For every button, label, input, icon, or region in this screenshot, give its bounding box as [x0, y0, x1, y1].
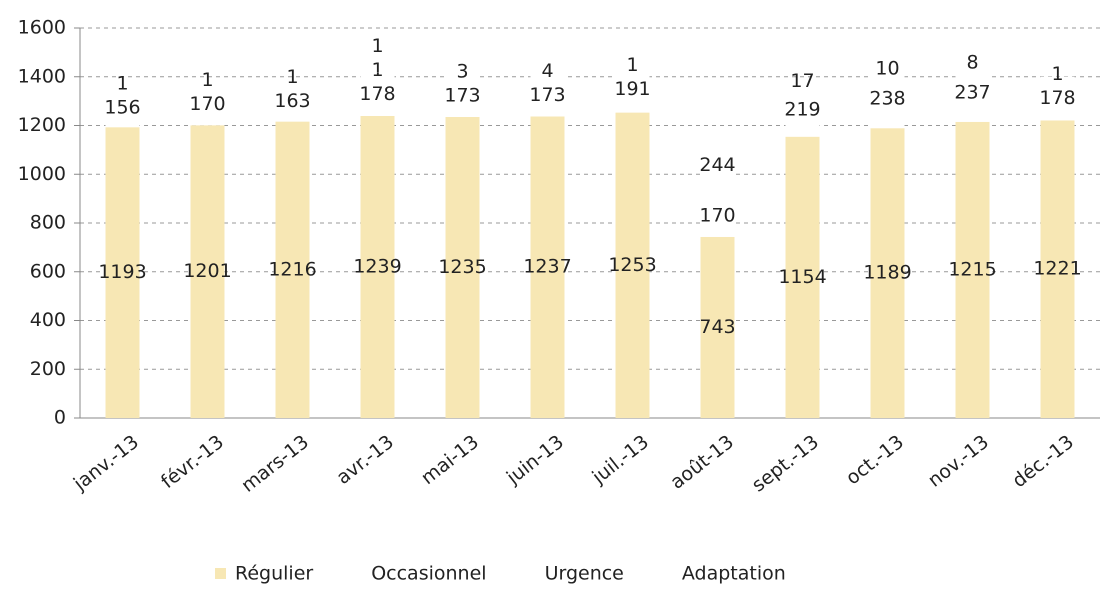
- bar-segment: [530, 116, 565, 418]
- x-tick-label: avr.-13: [332, 431, 398, 489]
- data-label: 1: [286, 66, 298, 88]
- x-tick-label: juil.-13: [587, 431, 653, 489]
- bar-segment: [360, 115, 395, 419]
- data-label: 173: [444, 84, 480, 106]
- x-tick-label: mars-13: [237, 431, 313, 497]
- data-label: 1: [1051, 63, 1063, 85]
- x-tick-label: nov.-13: [924, 431, 993, 492]
- y-tick-label: 200: [30, 358, 66, 380]
- bar-segment: [785, 79, 820, 84]
- data-label: 8: [966, 52, 978, 74]
- legend-label: Urgence: [545, 563, 624, 585]
- data-label: 1221: [1033, 258, 1081, 280]
- x-tick-label: janv.-13: [69, 431, 143, 496]
- x-tick-label: sept.-13: [748, 431, 823, 496]
- data-label: 1237: [523, 256, 571, 278]
- y-tick-label: 1200: [18, 114, 66, 136]
- bar-segment: [530, 74, 565, 117]
- legend-swatch: [524, 568, 536, 579]
- data-label: 1: [201, 69, 213, 91]
- bar-segment: [785, 83, 820, 137]
- bar-segment: [700, 236, 735, 418]
- data-label: 1235: [438, 256, 486, 278]
- x-tick-label: févr.-13: [157, 431, 228, 493]
- y-tick-label: 400: [30, 309, 66, 331]
- bar-segment: [700, 135, 735, 196]
- data-label: 156: [104, 97, 140, 119]
- data-label: 743: [699, 316, 735, 338]
- data-label: 10: [875, 57, 899, 79]
- bar-segment: [275, 121, 310, 418]
- data-label: 1: [371, 59, 383, 81]
- x-tick-label: juin-13: [502, 431, 568, 489]
- data-label: 1189: [863, 262, 911, 284]
- bar-segment: [445, 74, 480, 117]
- y-tick-label: 600: [30, 260, 66, 282]
- data-label: 1216: [268, 258, 316, 280]
- data-label: 191: [614, 78, 650, 100]
- legend-label: Occasionnel: [371, 563, 486, 585]
- bar-segment: [1040, 120, 1075, 418]
- y-tick-label: 1400: [18, 65, 66, 87]
- bar-segment: [955, 64, 990, 122]
- data-label: 170: [699, 205, 735, 227]
- bar-segment: [275, 81, 310, 122]
- legend-label: Régulier: [235, 563, 313, 585]
- data-label: 238: [869, 88, 905, 110]
- data-label: 1: [626, 54, 638, 76]
- data-label: 237: [954, 81, 990, 103]
- bar-segment: [870, 70, 905, 129]
- data-label: 178: [359, 83, 395, 105]
- legend-label: Adaptation: [682, 563, 786, 585]
- bar-segment: [190, 125, 225, 418]
- data-label: 1239: [353, 255, 401, 277]
- bar-segment: [700, 195, 735, 237]
- y-tick-label: 1000: [18, 163, 66, 185]
- data-label: 4: [541, 60, 553, 82]
- data-label: 1193: [98, 261, 146, 283]
- data-label: 244: [699, 154, 735, 176]
- bar-segment: [105, 89, 140, 128]
- data-label: 1: [371, 35, 383, 57]
- bar-segment: [615, 66, 650, 113]
- legend-swatch: [351, 568, 363, 579]
- bar-segment: [870, 67, 905, 71]
- data-label: 219: [784, 99, 820, 121]
- data-label: 1201: [183, 260, 231, 282]
- data-label: 17: [790, 70, 814, 92]
- bar-segment: [530, 73, 565, 75]
- x-tick-label: mai-13: [417, 431, 483, 489]
- bar-segment: [1040, 76, 1075, 121]
- y-tick-label: 1600: [18, 17, 66, 39]
- x-tick-label: oct.-13: [842, 431, 908, 489]
- data-label: 1253: [608, 254, 656, 276]
- bar-segment: [615, 112, 650, 419]
- data-label: 178: [1039, 87, 1075, 109]
- bar-segment: [190, 83, 225, 126]
- y-tick-label: 800: [30, 212, 66, 234]
- bar-segment: [445, 116, 480, 418]
- data-label: 3: [456, 60, 468, 82]
- y-tick-label: 0: [54, 407, 66, 429]
- legend-swatch: [661, 568, 673, 579]
- data-label: 1215: [948, 258, 996, 280]
- data-label: 163: [274, 90, 310, 112]
- bar-segment: [785, 136, 820, 418]
- bar-segment: [445, 74, 480, 75]
- data-label: 170: [189, 93, 225, 115]
- x-tick-label: août-13: [666, 431, 738, 494]
- bar-segment: [955, 121, 990, 418]
- legend-swatch: [215, 568, 226, 579]
- data-label: 1: [116, 73, 128, 95]
- data-label: 1154: [778, 266, 826, 288]
- bar-segment: [870, 128, 905, 418]
- data-label: 173: [529, 84, 565, 106]
- x-tick-label: déc.-13: [1008, 431, 1078, 492]
- bar-segment: [955, 62, 990, 65]
- bar-segment: [360, 72, 395, 116]
- bar-segment: [105, 127, 140, 419]
